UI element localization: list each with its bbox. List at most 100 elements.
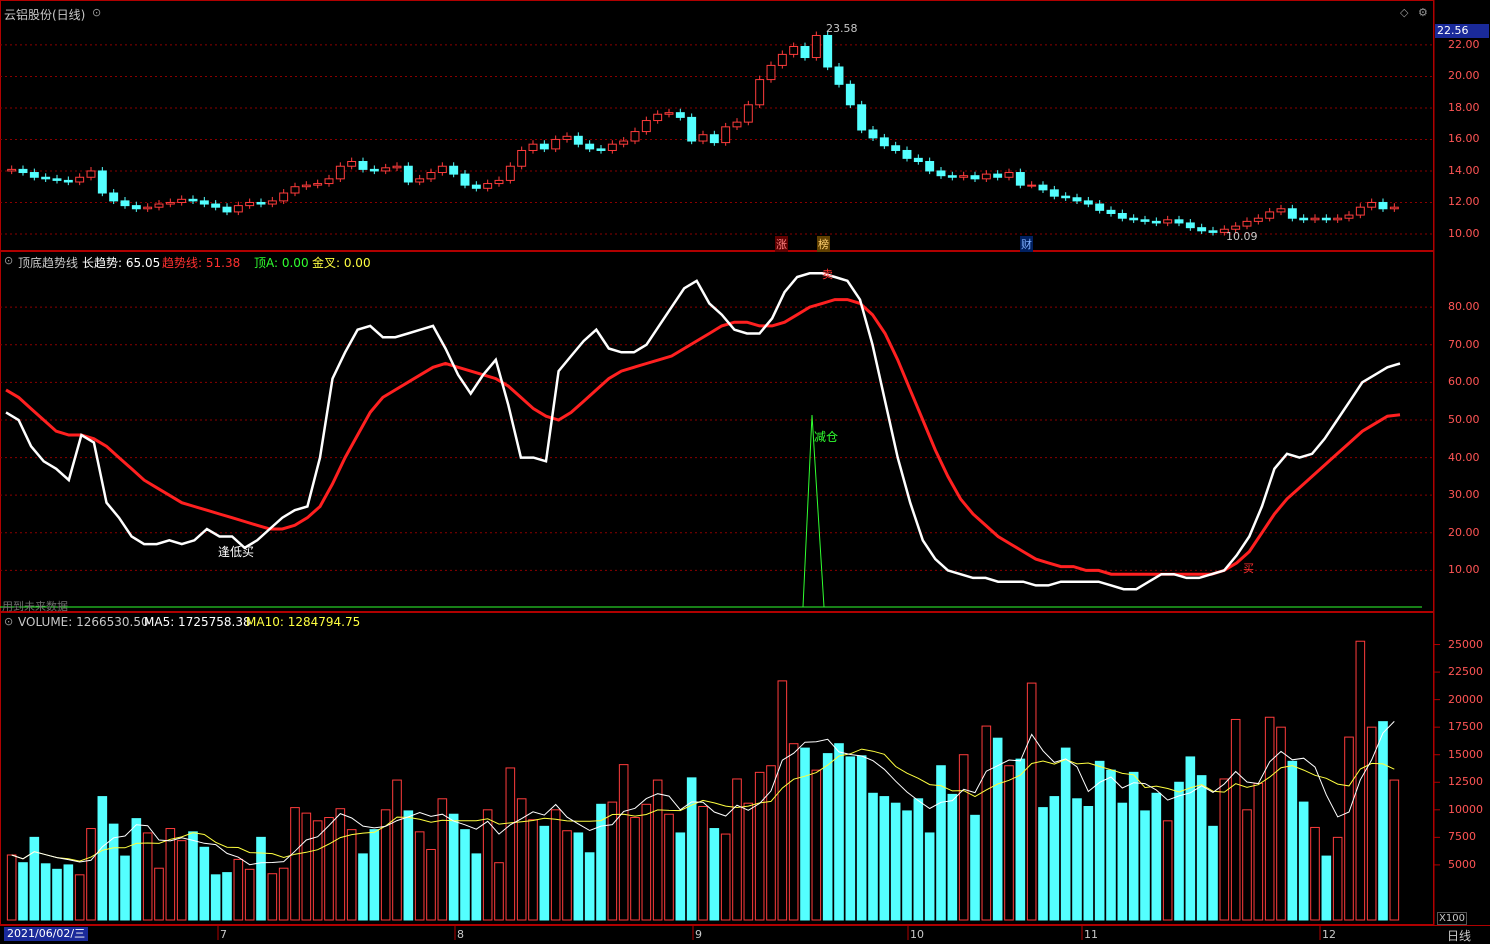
- volume-bar: [1026, 682, 1037, 921]
- volume-bar: [6, 854, 17, 921]
- volume-bar: [550, 809, 561, 921]
- candle-body: [177, 198, 187, 203]
- volume-axis-label: 10000: [1448, 802, 1483, 816]
- volume-bar: [1094, 760, 1105, 921]
- volume-bar: [131, 818, 142, 921]
- period-mode[interactable]: 日线: [1447, 929, 1472, 943]
- volume-bar: [686, 777, 697, 921]
- grid-lines: [0, 44, 1440, 866]
- candle-body: [1333, 217, 1343, 221]
- candle-body: [1083, 200, 1093, 205]
- candle-body: [868, 129, 878, 139]
- candle-body: [845, 83, 855, 106]
- legend-golden-cross: 金叉: 0.00: [312, 256, 371, 270]
- current-date: 2021/06/02/三: [4, 927, 89, 941]
- axis-ticks: [217, 925, 1321, 940]
- indicator-axis-label: 40.00: [1448, 450, 1480, 464]
- legend-trend-line: 趋势线: 51.38: [162, 256, 241, 270]
- volume-bar: [641, 803, 652, 921]
- volume-bar: [1253, 782, 1264, 921]
- collapse-icon[interactable]: ⊙: [92, 6, 102, 19]
- candle-body: [721, 126, 731, 144]
- volume-bar: [460, 829, 470, 921]
- settings-icon[interactable]: ⚙: [1418, 6, 1428, 19]
- candle-body: [358, 161, 368, 170]
- volume-axis-label: 15000: [1448, 747, 1483, 761]
- candle-body: [766, 64, 776, 81]
- volume-bar: [1230, 718, 1241, 921]
- legend-top-a: 顶A: 0.00: [254, 256, 309, 270]
- indicator-axis-label: 20.00: [1448, 525, 1480, 539]
- candle-body: [947, 175, 957, 178]
- indicator-collapse-icon[interactable]: ⊙: [4, 254, 14, 267]
- volume-axis-label: 22500: [1448, 665, 1483, 679]
- candle-body: [562, 135, 572, 140]
- candle-body: [800, 46, 810, 59]
- candle-body: [301, 184, 311, 188]
- volume-axis-label: 12500: [1448, 775, 1483, 789]
- volume-bar: [890, 802, 901, 921]
- candle-body: [1129, 217, 1139, 221]
- volume-bar: [74, 874, 85, 921]
- volume-bar: [1287, 760, 1298, 921]
- volume-bar: [482, 809, 493, 921]
- volume-bar: [369, 829, 380, 921]
- candle-body: [267, 200, 277, 205]
- candle-body: [539, 143, 549, 150]
- volume-bar: [1310, 826, 1320, 921]
- volume-bar: [120, 855, 130, 921]
- volume-bars[interactable]: [6, 640, 1400, 921]
- candle-body: [471, 184, 481, 189]
- legend-ma10: MA10: 1284794.75: [246, 615, 361, 629]
- volume-bar: [868, 792, 878, 921]
- candle-body: [403, 165, 413, 183]
- indicator-series[interactable]: [0, 272, 1422, 608]
- indicator-axis-label: 10.00: [1448, 563, 1480, 577]
- candle-body: [879, 137, 889, 147]
- candle-body: [313, 183, 323, 186]
- volume-bar: [1185, 756, 1196, 921]
- candle-body: [959, 175, 969, 178]
- indicator-axis-label: 80.00: [1448, 300, 1480, 314]
- candle-body: [687, 116, 697, 142]
- candle-body: [698, 134, 708, 142]
- candle-body: [245, 201, 255, 207]
- price-axis-label: 12.00: [1448, 195, 1480, 209]
- event-tag-rank[interactable]: 榜: [817, 236, 830, 252]
- candle-body: [607, 143, 617, 151]
- volume-bar: [142, 832, 153, 921]
- volume-bar: [573, 832, 584, 921]
- volume-bar: [845, 756, 856, 921]
- volume-bar: [1332, 836, 1343, 921]
- volume-axis-label: 25000: [1448, 637, 1483, 651]
- event-tag-finance[interactable]: 财: [1020, 236, 1033, 252]
- candle-body: [936, 170, 946, 177]
- volume-bar: [811, 769, 822, 921]
- volume-bar: [698, 806, 708, 921]
- candle-body: [1265, 211, 1275, 219]
- month-8: 8: [457, 928, 464, 941]
- volume-bar: [879, 796, 890, 921]
- event-tag-limit-up[interactable]: 涨: [775, 236, 788, 252]
- volume-bar: [1344, 736, 1354, 921]
- volume-axis-label: 7500: [1448, 830, 1476, 844]
- volume-bar: [777, 680, 788, 921]
- diamond-icon[interactable]: ◇: [1400, 6, 1409, 19]
- volume-collapse-icon[interactable]: ⊙: [4, 615, 14, 628]
- candle-body: [517, 149, 527, 167]
- volume-bar: [29, 836, 40, 921]
- current-price-badge: 22.56: [1435, 24, 1489, 38]
- ma10-line: [11, 748, 1395, 862]
- candle-body: [63, 179, 73, 183]
- volume-bar: [278, 867, 289, 921]
- volume-bar: [1060, 747, 1071, 921]
- price-axis-label: 10.00: [1448, 226, 1480, 240]
- candle-body: [347, 161, 357, 167]
- candlestick-series[interactable]: [7, 31, 1399, 236]
- volume-bar: [176, 840, 187, 921]
- candle-body: [449, 165, 459, 175]
- candle-body: [993, 173, 1003, 178]
- candle-body: [1027, 184, 1037, 187]
- price-pane-frame: [0, 0, 1434, 251]
